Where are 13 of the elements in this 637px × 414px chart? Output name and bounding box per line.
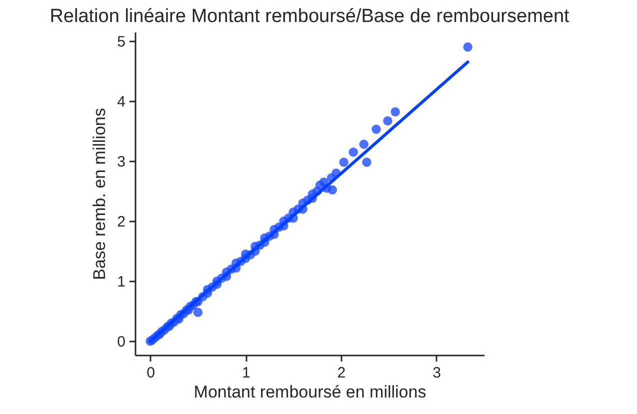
- x-axis-title: Montant remboursé en millions: [194, 382, 426, 402]
- y-tick-label: 1: [117, 274, 126, 291]
- y-tick-label: 2: [117, 214, 126, 231]
- chart-title: Relation linéaire Montant remboursé/Base de remboursement: [50, 6, 570, 27]
- x-tick-label: 2: [337, 364, 346, 382]
- y-tick-label: 5: [117, 34, 126, 51]
- x-tick-label: 3: [432, 364, 441, 382]
- x-tick-label: 0: [146, 364, 155, 382]
- y-tick-label: 0: [117, 334, 126, 351]
- x-tick-label: 1: [242, 364, 250, 382]
- y-tick-label: 4: [117, 94, 126, 111]
- y-axis-title: Base remb. en millions: [90, 108, 110, 280]
- y-tick-label: 3: [117, 154, 126, 171]
